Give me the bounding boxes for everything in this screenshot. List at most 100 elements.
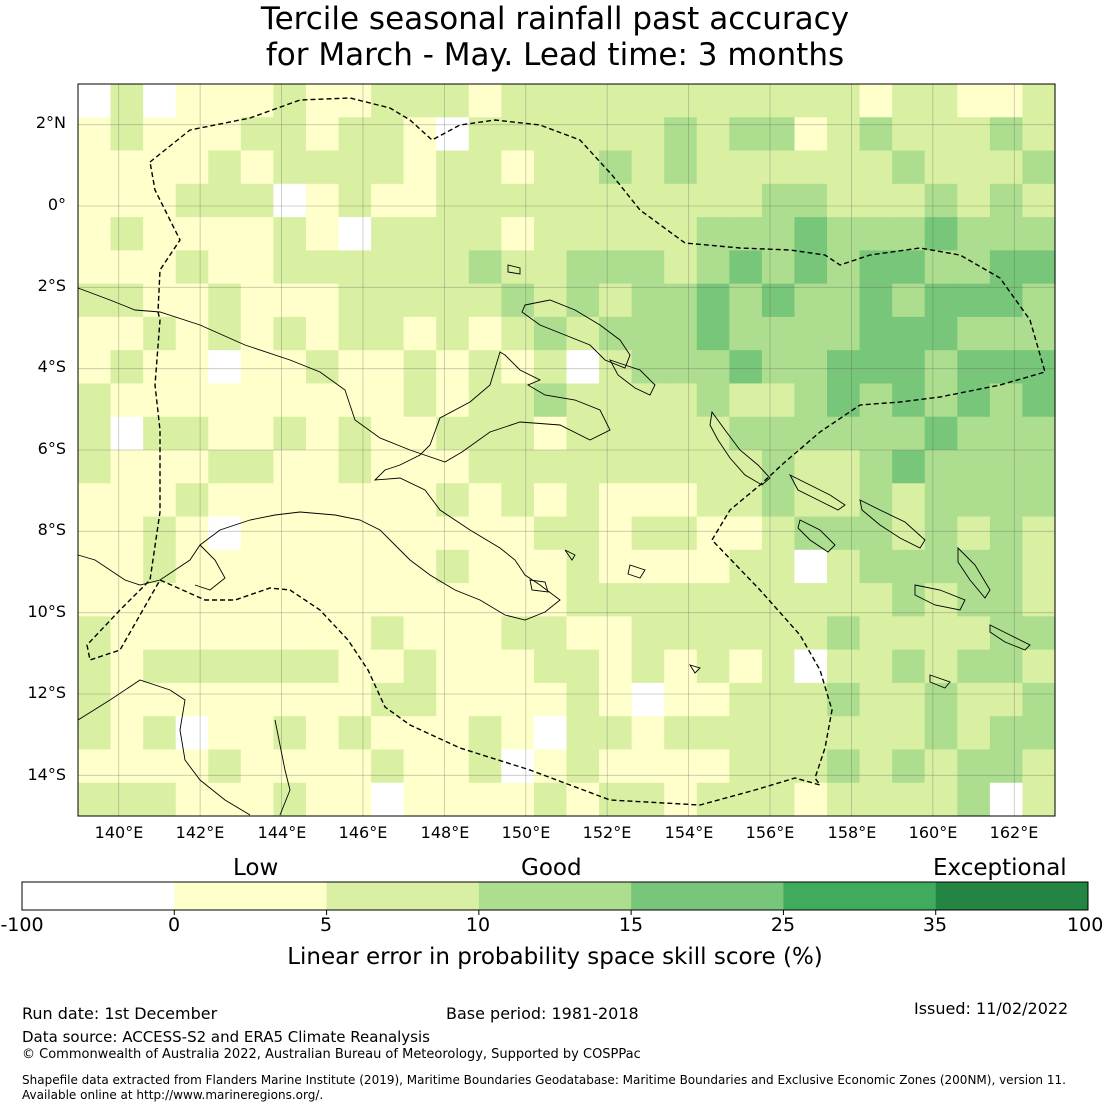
skill-cell	[240, 283, 274, 318]
skill-cell	[371, 84, 405, 118]
skill-cell	[208, 217, 242, 251]
skill-cell	[827, 716, 861, 751]
skill-cell	[794, 316, 828, 351]
skill-cell	[892, 782, 926, 817]
skill-cell	[143, 782, 177, 817]
skill-cell	[175, 583, 209, 617]
skill-cell	[1022, 183, 1056, 218]
skill-cell	[1022, 350, 1056, 385]
skill-cell	[957, 250, 991, 285]
skill-cell	[957, 383, 991, 418]
skill-cell	[696, 682, 730, 717]
skill-cell	[1022, 782, 1056, 817]
skill-cell	[924, 150, 958, 185]
skill-cell	[696, 483, 730, 518]
skill-cell	[208, 450, 242, 484]
skill-cell	[175, 183, 209, 218]
skill-cell	[761, 616, 796, 651]
colorbar-tick: 0	[167, 914, 181, 936]
skill-cell	[305, 316, 340, 351]
skill-cell	[371, 583, 405, 617]
skill-cell	[208, 416, 242, 451]
skill-cell	[761, 516, 796, 551]
skill-cell	[696, 183, 730, 218]
skill-cell	[1022, 117, 1056, 152]
lon-label-154e: 154°E	[664, 823, 714, 842]
skill-cell	[305, 516, 340, 551]
skill-cell	[468, 649, 502, 684]
skill-cell	[240, 483, 274, 518]
skill-cell	[957, 450, 991, 484]
skill-cell	[78, 649, 112, 684]
colorbar-segment	[326, 882, 480, 910]
skill-cell	[143, 716, 177, 751]
lon-label-142e: 142°E	[175, 823, 225, 842]
skill-cell	[273, 117, 307, 152]
skill-cell	[631, 616, 665, 651]
skill-cell	[240, 84, 274, 118]
skill-cell	[729, 183, 763, 218]
skill-cell	[664, 350, 698, 385]
skill-cell	[989, 549, 1024, 584]
skill-cell	[599, 749, 633, 784]
skill-cell	[305, 549, 340, 584]
skill-cell	[566, 649, 600, 684]
skill-cell	[1022, 649, 1056, 684]
skill-cell	[696, 383, 730, 418]
skill-cell	[501, 183, 535, 218]
skill-cell	[924, 283, 958, 318]
skill-cell	[859, 416, 893, 451]
skill-cell	[794, 583, 828, 617]
skill-cell	[859, 483, 893, 518]
colorbar-label: Linear error in probability space skill …	[287, 944, 823, 970]
skill-cell	[827, 117, 861, 152]
skill-cell	[371, 316, 405, 351]
skill-cell	[989, 183, 1024, 218]
skill-cell	[78, 583, 112, 617]
skill-cell	[436, 383, 470, 418]
lon-label-156e: 156°E	[745, 823, 795, 842]
skill-cell	[436, 350, 470, 385]
skill-cell	[1022, 682, 1056, 717]
skill-cell	[305, 682, 340, 717]
skill-cell	[696, 416, 730, 451]
skill-cell	[110, 682, 144, 717]
skill-cell	[664, 749, 698, 784]
skill-cell	[436, 549, 470, 584]
skill-cell	[436, 749, 470, 784]
skill-cell	[729, 283, 763, 318]
skill-cell	[827, 782, 861, 817]
skill-cell	[403, 450, 437, 484]
skill-cell	[175, 350, 209, 385]
skill-cell	[566, 150, 600, 185]
skill-cell	[696, 84, 730, 118]
colorbar-tick: 35	[922, 914, 948, 936]
skill-cell	[78, 283, 112, 318]
skill-cell	[208, 316, 242, 351]
skill-cell	[794, 183, 828, 218]
skill-cell	[859, 183, 893, 218]
skill-cell	[729, 682, 763, 717]
skill-cell	[631, 450, 665, 484]
skill-cell	[729, 84, 763, 118]
skill-cell	[371, 250, 405, 285]
skill-cell	[859, 283, 893, 318]
skill-cell	[729, 782, 763, 817]
skill-cell	[599, 616, 633, 651]
skill-cell	[989, 716, 1024, 751]
skill-cell	[761, 682, 796, 717]
skill-cell	[305, 283, 340, 318]
skill-cell	[110, 250, 144, 285]
skill-cell	[175, 150, 209, 185]
skill-cell	[403, 350, 437, 385]
skill-cell	[110, 649, 144, 684]
skill-cell	[501, 782, 535, 817]
colorbar-segment	[631, 882, 784, 910]
skill-cell	[273, 682, 307, 717]
skill-cell	[436, 183, 470, 218]
skill-cell	[631, 583, 665, 617]
skill-cell	[599, 217, 633, 251]
skill-cell	[175, 316, 209, 351]
lat-label-4s: 4°S	[37, 357, 66, 376]
skill-cell	[794, 549, 828, 584]
